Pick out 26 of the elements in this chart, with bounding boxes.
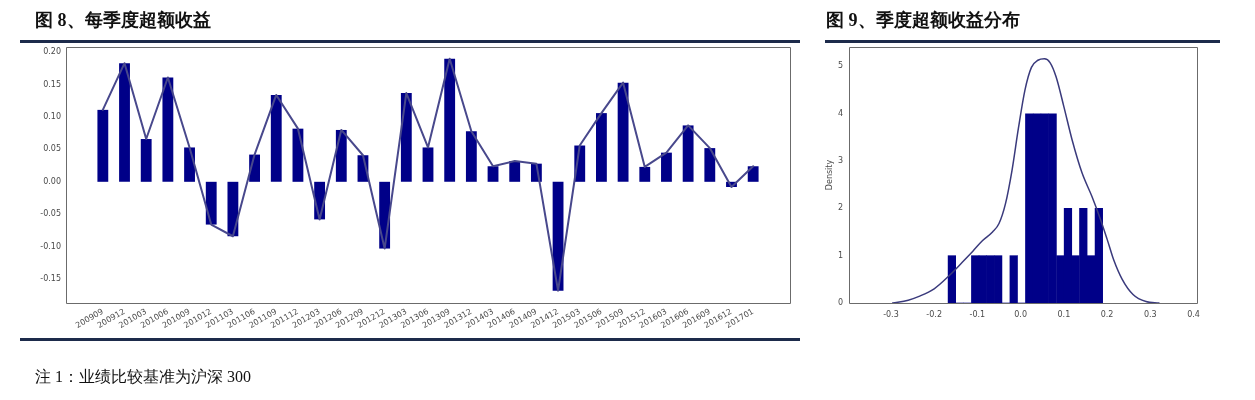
chart-title: 图 8、每季度超额收益 — [35, 9, 211, 32]
y-tick-label: -0.15 — [40, 274, 61, 284]
y-tick-label: 0 — [837, 298, 843, 308]
y-tick-label: 0.05 — [43, 144, 61, 154]
y-tick-label: 4 — [837, 108, 843, 118]
x-tick-label: -0.1 — [969, 309, 986, 319]
y-tick-label: -0.05 — [40, 209, 61, 219]
x-tick-label: 0.4 — [1187, 309, 1200, 319]
y-tick-label: 0.00 — [43, 176, 61, 186]
y-tick-label: 0.10 — [43, 112, 61, 122]
y-tick-label: 1 — [837, 250, 843, 260]
text: 注 1：业绩比较基准为沪深 300 — [35, 367, 251, 387]
x-tick-label: 0.2 — [1100, 309, 1114, 319]
x-tick-label: -0.2 — [926, 309, 942, 319]
y-tick-label: 3 — [837, 156, 843, 166]
y-axis-title: Density — [824, 159, 834, 191]
x-tick-label: 0.0 — [1014, 309, 1027, 319]
y-tick-label: 5 — [837, 61, 843, 71]
chart-title: 图 9、季度超额收益分布 — [826, 9, 1020, 32]
x-tick-label: 0.1 — [1057, 309, 1071, 319]
y-tick-label: 0.20 — [43, 47, 61, 57]
x-tick-label: -0.3 — [883, 309, 899, 319]
y-tick-label: 0.15 — [43, 79, 61, 89]
x-tick-label: 0.3 — [1143, 309, 1157, 319]
y-tick-label: 2 — [837, 203, 843, 213]
y-tick-label: -0.10 — [40, 241, 61, 251]
